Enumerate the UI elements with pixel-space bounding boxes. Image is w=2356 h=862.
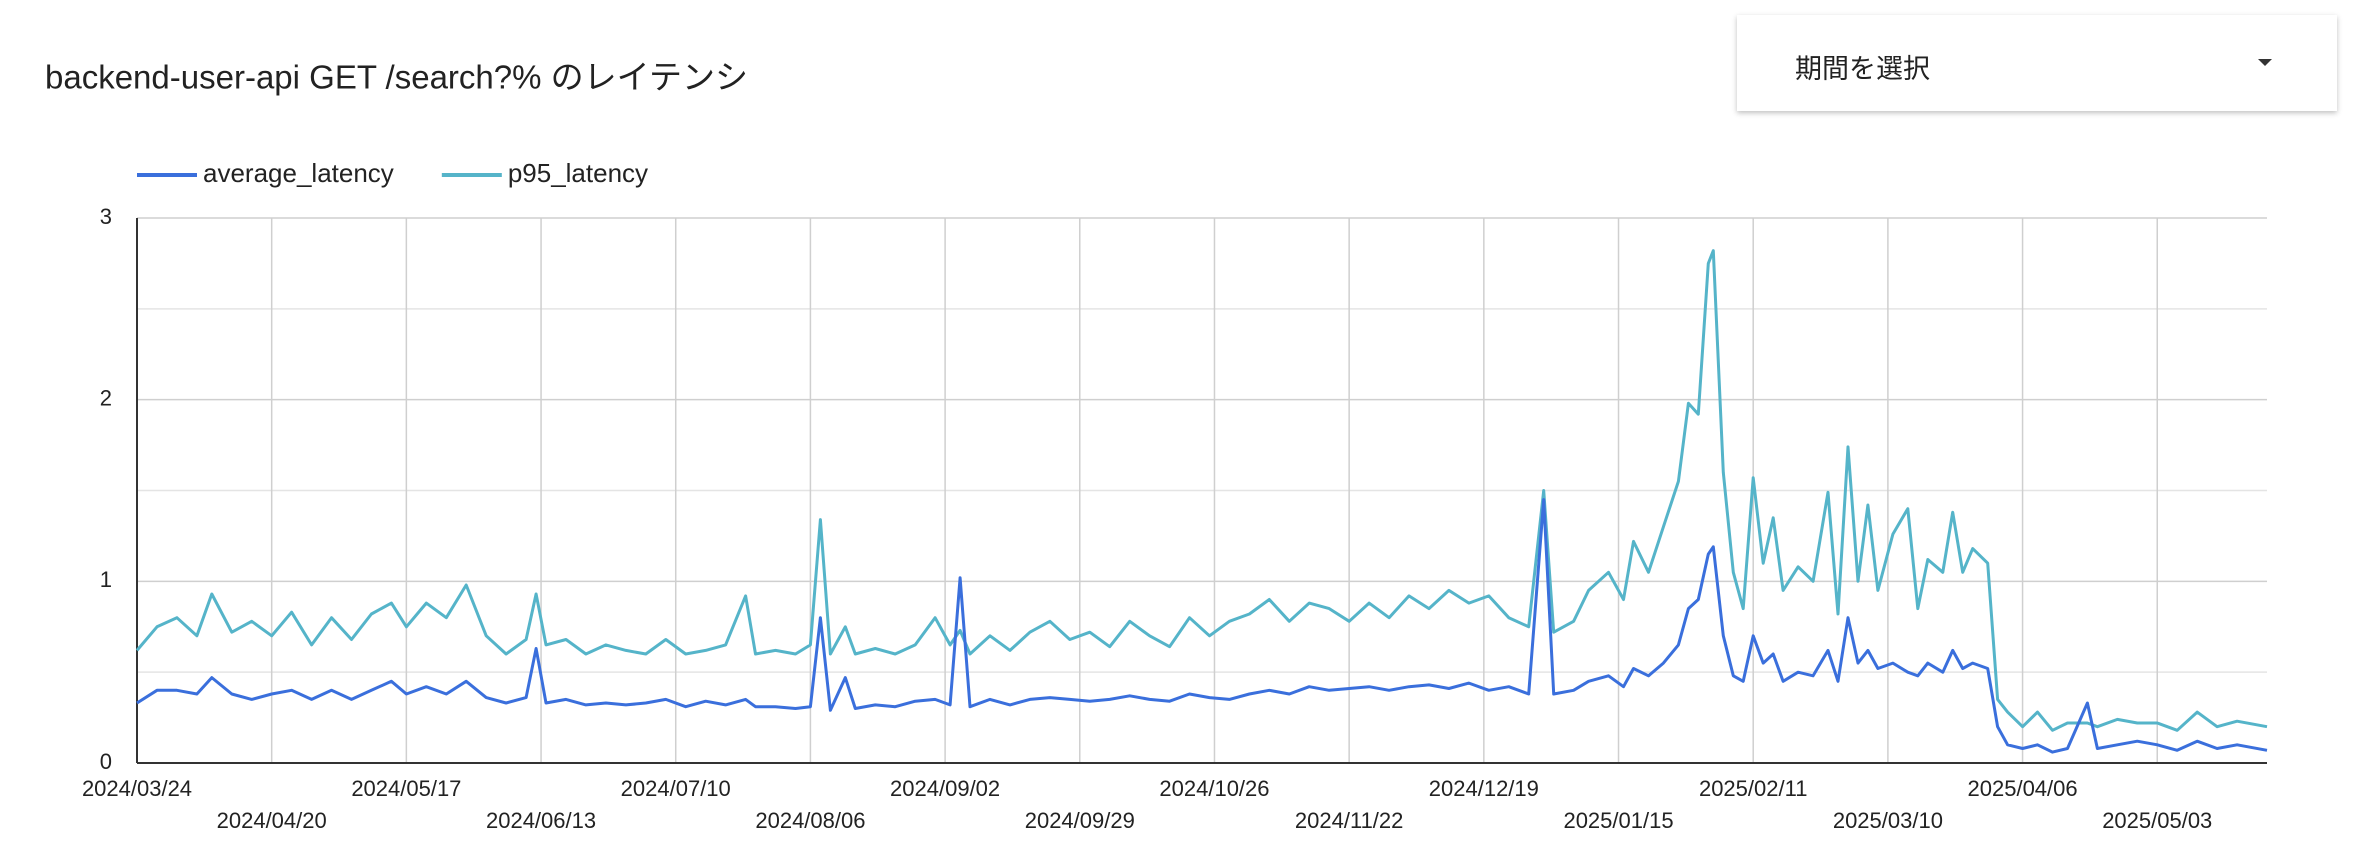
x-tick-label: 2024/08/06: [755, 808, 865, 833]
y-tick-label: 3: [100, 204, 112, 229]
series-line: [135, 249, 2268, 732]
y-tick-label: 2: [100, 385, 112, 410]
chart-title: backend-user-api GET /search?% のレイテンシ: [45, 59, 748, 96]
dropdown-arrow: [2258, 59, 2272, 66]
x-tick-label: 2025/02/11: [1699, 776, 1807, 801]
x-tick-label: 2024/10/26: [1159, 776, 1269, 801]
period-dropdown[interactable]: 期間を選択: [1737, 15, 2337, 111]
x-tick-label: 2024/09/02: [890, 776, 1000, 801]
series-line: [136, 498, 2268, 754]
x-tick-label: 2025/01/15: [1563, 808, 1673, 833]
x-tick-label: 2024/09/29: [1025, 808, 1135, 833]
x-tick-label: 2024/06/13: [486, 808, 596, 833]
x-tick-label: 2024/04/20: [217, 808, 327, 833]
legend-label: p95_latency: [508, 158, 648, 188]
dropdown-label: 期間を選択: [1795, 54, 1930, 84]
x-tick-label: 2025/05/03: [2102, 808, 2212, 833]
x-tick-label: 2024/03/24: [82, 776, 192, 801]
x-tick-label: 2025/04/06: [1968, 776, 2078, 801]
legend-label: average_latency: [203, 158, 394, 188]
x-tick-label: 2024/07/10: [621, 776, 731, 801]
x-tick-label: 2024/12/19: [1429, 776, 1539, 801]
x-tick-label: 2024/11/22: [1295, 808, 1403, 833]
x-tick-label: 2024/05/17: [351, 776, 461, 801]
y-tick-label: 1: [100, 567, 112, 592]
x-tick-label: 2025/03/10: [1833, 808, 1943, 833]
y-tick-label: 0: [100, 749, 112, 774]
